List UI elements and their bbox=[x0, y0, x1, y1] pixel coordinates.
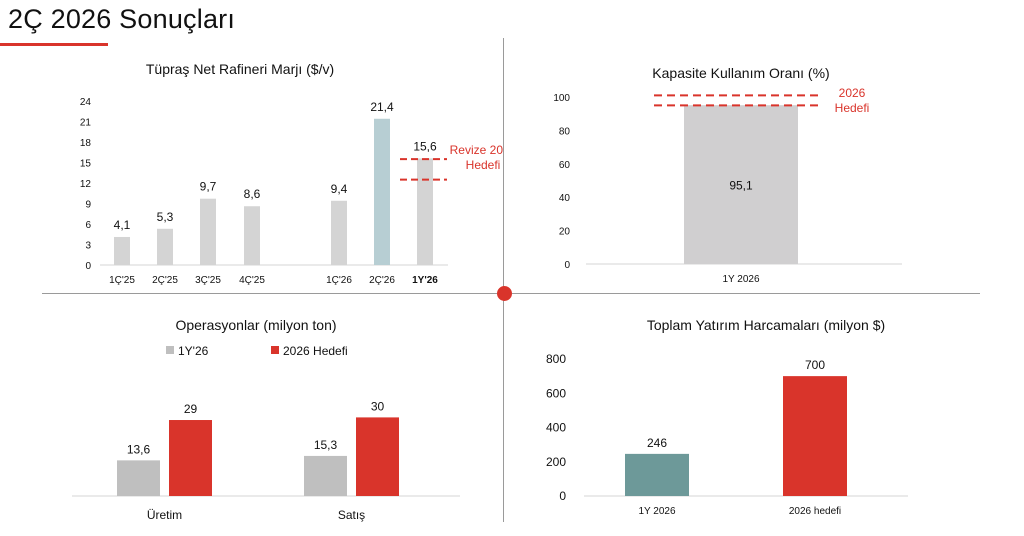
target-label: Hedefi bbox=[835, 101, 870, 115]
chart-title: Operasyonlar (milyon ton) bbox=[175, 317, 336, 333]
y-tick-label: 40 bbox=[559, 193, 571, 204]
legend-label: 1Y'26 bbox=[178, 344, 209, 358]
bar bbox=[331, 200, 347, 265]
data-label: 5,3 bbox=[157, 210, 174, 224]
bar bbox=[625, 453, 689, 496]
y-tick-label: 0 bbox=[559, 489, 566, 503]
chart-title: Tüpraş Net Rafineri Marjı ($/v) bbox=[146, 61, 334, 77]
data-label: 30 bbox=[371, 399, 385, 413]
legend-label: 2026 Hedefi bbox=[283, 344, 348, 358]
y-tick-label: 20 bbox=[559, 227, 571, 238]
category-label: Üretim bbox=[147, 508, 182, 522]
data-label: 13,6 bbox=[127, 442, 151, 456]
data-label: 15,3 bbox=[314, 438, 338, 452]
data-label: 9,4 bbox=[331, 182, 348, 196]
vertical-divider bbox=[503, 38, 504, 522]
y-tick-label: 400 bbox=[546, 421, 566, 435]
horizontal-divider-right bbox=[512, 293, 980, 294]
y-tick-label: 800 bbox=[546, 352, 566, 366]
category-label: 1Y 2026 bbox=[722, 274, 760, 285]
category-label: Satış bbox=[338, 508, 365, 522]
y-tick-label: 0 bbox=[564, 260, 570, 271]
category-label: 1Y 2026 bbox=[638, 506, 676, 517]
category-label: 2Ç'26 bbox=[369, 275, 395, 286]
data-label: 4,1 bbox=[114, 218, 131, 232]
target-label: 2026 bbox=[839, 86, 866, 100]
legend-swatch bbox=[166, 346, 174, 354]
y-tick-label: 200 bbox=[546, 455, 566, 469]
y-tick-label: 600 bbox=[546, 386, 566, 400]
data-label: 95,1 bbox=[729, 179, 753, 193]
center-dot bbox=[497, 286, 512, 301]
y-tick-label: 12 bbox=[80, 179, 92, 190]
bar bbox=[200, 198, 216, 265]
horizontal-divider-left bbox=[42, 293, 497, 294]
data-label: 700 bbox=[805, 358, 825, 372]
y-tick-label: 24 bbox=[80, 97, 92, 108]
title-underline bbox=[0, 43, 108, 46]
bar bbox=[417, 158, 433, 265]
data-label: 29 bbox=[184, 402, 198, 416]
bar bbox=[169, 420, 212, 496]
y-tick-label: 80 bbox=[559, 126, 571, 137]
bar bbox=[117, 460, 160, 496]
bar bbox=[684, 105, 798, 264]
category-label: 2026 hedefi bbox=[789, 506, 841, 517]
category-label: 1Y'26 bbox=[412, 275, 438, 286]
category-label: 1Ç'25 bbox=[109, 275, 135, 286]
category-label: 2Ç'25 bbox=[152, 275, 178, 286]
bar bbox=[244, 206, 260, 265]
category-label: 3Ç'25 bbox=[195, 275, 221, 286]
y-tick-label: 3 bbox=[85, 241, 91, 252]
capex-chart: Toplam Yatırım Harcamaları (milyon $) 0 20… bbox=[546, 317, 908, 517]
bar bbox=[783, 376, 847, 496]
data-label: 9,7 bbox=[200, 180, 217, 194]
target-label: Revize 2026 bbox=[450, 143, 503, 157]
y-tick-label: 9 bbox=[85, 200, 91, 211]
y-tick-label: 18 bbox=[80, 138, 92, 149]
legend-swatch bbox=[271, 346, 279, 354]
y-tick-label: 15 bbox=[80, 159, 92, 170]
y-tick-label: 0 bbox=[85, 261, 91, 272]
bar bbox=[304, 455, 347, 496]
y-tick-label: 60 bbox=[559, 160, 571, 171]
bar bbox=[374, 118, 390, 266]
data-label: 8,6 bbox=[244, 187, 261, 201]
category-label: 4Ç'25 bbox=[239, 275, 265, 286]
refinery-margin-chart: Tüpraş Net Rafineri Marjı ($/v) 0 3 6 9 12 15 1… bbox=[80, 61, 503, 286]
chart-title: Toplam Yatırım Harcamaları (milyon $) bbox=[647, 317, 885, 333]
chart-title: Kapasite Kullanım Oranı (%) bbox=[652, 65, 829, 81]
capacity-utilization-chart: Kapasite Kullanım Oranı (%) 0 20 40 60 80 100 9… bbox=[553, 65, 902, 285]
data-label: 21,4 bbox=[370, 100, 394, 114]
y-tick-label: 6 bbox=[85, 220, 91, 231]
y-tick-label: 100 bbox=[553, 93, 570, 104]
category-label: 1Ç'26 bbox=[326, 275, 352, 286]
y-tick-label: 21 bbox=[80, 118, 92, 129]
bar bbox=[114, 236, 130, 265]
bar bbox=[157, 228, 173, 265]
bar bbox=[356, 417, 399, 496]
page-title: 2Ç 2026 Sonuçları bbox=[8, 4, 236, 34]
data-label: 15,6 bbox=[413, 139, 437, 153]
target-label: Hedefi bbox=[466, 158, 501, 172]
data-label: 246 bbox=[647, 436, 667, 450]
operations-chart: Operasyonlar (milyon ton) 1Y'26 2026 Hedef… bbox=[72, 317, 460, 522]
